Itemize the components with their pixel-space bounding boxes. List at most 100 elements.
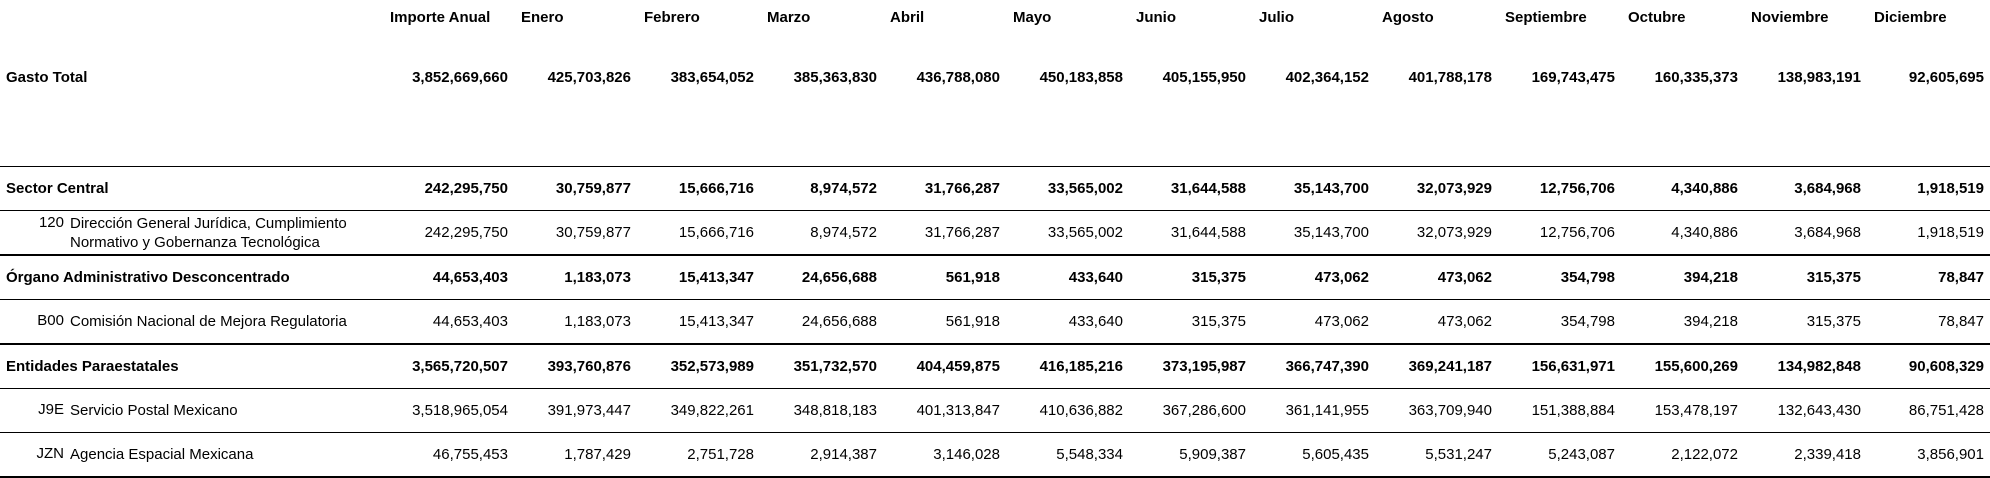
unit-value: 35,143,700	[1254, 210, 1377, 255]
sector-value: 3,565,720,507	[385, 343, 516, 389]
gasto-total-value: 436,788,080	[916, 68, 1000, 86]
column-header: Mayo	[1013, 9, 1052, 26]
sector-value: 155,600,269	[1623, 343, 1746, 389]
sector-value: 32,073,929	[1377, 166, 1500, 211]
unit-value: 44,653,403	[385, 299, 516, 344]
sector-value: 78,847	[1869, 254, 1990, 300]
column-header: Enero	[521, 9, 564, 26]
unit-value: 3,684,968	[1746, 210, 1869, 255]
unit-value: 561,918	[885, 299, 1008, 344]
unit-value: 348,818,183	[762, 388, 885, 433]
unit-label-line2: Normativo y Gobernanza Tecnológica	[70, 233, 320, 251]
column-header: Marzo	[767, 9, 811, 26]
unit-value: 242,295,750	[385, 210, 516, 255]
unit-value: 1,183,073	[516, 299, 639, 344]
sector-value: 354,798	[1500, 254, 1623, 300]
sector-value: 8,974,572	[762, 166, 885, 211]
gasto-total-value: 160,335,373	[1654, 68, 1738, 86]
unit-value: 12,756,706	[1500, 210, 1623, 255]
column-header: Junio	[1136, 9, 1176, 26]
unit-value: 473,062	[1254, 299, 1377, 344]
sector-value: 3,684,968	[1746, 166, 1869, 211]
sector-value: 351,732,570	[762, 343, 885, 389]
unit-value: 361,141,955	[1254, 388, 1377, 433]
gasto-total-value: 3,852,669,660	[412, 68, 508, 86]
sector-row: Órgano Administrativo Desconcentrado 44,6…	[0, 254, 1990, 300]
unit-value: 32,073,929	[1377, 210, 1500, 255]
unit-code: JZN	[36, 445, 65, 462]
column-header: Diciembre	[1874, 9, 1947, 26]
sector-value: 473,062	[1377, 254, 1500, 300]
sector-value: 15,413,347	[639, 254, 762, 300]
unit-value: 33,565,002	[1008, 210, 1131, 255]
unit-value: 24,656,688	[762, 299, 885, 344]
spacer-row	[0, 116, 1990, 167]
gasto-total-value: 425,703,826	[547, 68, 631, 86]
sector-value: 24,656,688	[762, 254, 885, 300]
unit-value: 315,375	[1131, 299, 1254, 344]
gasto-total-value: 401,788,178	[1408, 68, 1492, 86]
sector-value: 156,631,971	[1500, 343, 1623, 389]
unit-code: J9E	[38, 401, 64, 418]
sector-value: 1,183,073	[516, 254, 639, 300]
unit-value: 354,798	[1500, 299, 1623, 344]
unit-value: 367,286,600	[1131, 388, 1254, 433]
sector-value: 4,340,886	[1623, 166, 1746, 211]
sector-value: 44,653,403	[385, 254, 516, 300]
sector-value: 15,666,716	[639, 166, 762, 211]
sector-value: 352,573,989	[639, 343, 762, 389]
unit-description: Dirección General Jurídica, Cumplimiento…	[70, 214, 347, 252]
sector-value: 373,195,987	[1131, 343, 1254, 389]
column-header: Octubre	[1628, 9, 1686, 26]
gasto-total-value: 450,183,858	[1039, 68, 1123, 86]
column-header: Febrero	[644, 9, 700, 26]
unit-value: 1,918,519	[1869, 210, 1990, 255]
unit-row: J9E Servicio Postal Mexicano 3,518,965,054…	[0, 388, 1990, 433]
gasto-total-value: 169,743,475	[1531, 68, 1615, 86]
unit-value: 349,822,261	[639, 388, 762, 433]
sector-row: Entidades Paraestatales 3,565,720,507 393,…	[0, 343, 1990, 389]
unit-value: 315,375	[1746, 299, 1869, 344]
unit-value: 15,666,716	[639, 210, 762, 255]
unit-value: 86,751,428	[1869, 388, 1990, 433]
sector-value: 1,918,519	[1869, 166, 1990, 211]
header-row: Importe Anual Enero Febrero Marzo Abril …	[0, 0, 1990, 38]
gasto-total-value: 138,983,191	[1777, 68, 1861, 86]
sector-value: 315,375	[1131, 254, 1254, 300]
sector-value: 315,375	[1746, 254, 1869, 300]
column-header: Julio	[1259, 9, 1295, 26]
unit-value: 433,640	[1008, 299, 1131, 344]
unit-value: 151,388,884	[1500, 388, 1623, 433]
unit-label-line1: Comisión Nacional de Mejora Regulatoria	[70, 313, 347, 330]
unit-value: 153,478,197	[1623, 388, 1746, 433]
gasto-total-value: 402,364,152	[1285, 68, 1369, 86]
column-header: Septiembre	[1505, 9, 1587, 26]
gasto-total-row: Gasto Total 3,852,669,660 425,703,826 38…	[0, 38, 1990, 116]
unit-value: 410,636,882	[1008, 388, 1131, 433]
unit-cell: J9E Servicio Postal Mexicano	[0, 388, 385, 433]
unit-code: B00	[37, 312, 64, 329]
sector-value: 12,756,706	[1500, 166, 1623, 211]
unit-value: 3,518,965,054	[385, 388, 516, 433]
sector-value: 561,918	[885, 254, 1008, 300]
sector-value: 366,747,390	[1254, 343, 1377, 389]
unit-row: 120 Dirección General Jurídica, Cumplimie…	[0, 210, 1990, 255]
unit-cell: B00 Comisión Nacional de Mejora Regulator…	[0, 299, 385, 344]
unit-label-line1: Dirección General Jurídica, Cumplimiento	[70, 214, 347, 232]
sector-value: 90,608,329	[1869, 343, 1990, 389]
unit-label-line1: Servicio Postal Mexicano	[70, 402, 238, 419]
gasto-total-value: 385,363,830	[793, 68, 877, 86]
unit-value: 473,062	[1377, 299, 1500, 344]
sector-value: 134,982,848	[1746, 343, 1869, 389]
gasto-total-label: Gasto Total	[6, 68, 88, 86]
unit-value: 4,340,886	[1623, 210, 1746, 255]
unit-value: 31,766,287	[885, 210, 1008, 255]
sector-value: 416,185,216	[1008, 343, 1131, 389]
gasto-total-value: 383,654,052	[670, 68, 754, 86]
unit-value: 30,759,877	[516, 210, 639, 255]
unit-value: 132,643,430	[1746, 388, 1869, 433]
sector-value: 473,062	[1254, 254, 1377, 300]
unit-cell: 120 Dirección General Jurídica, Cumplimie…	[0, 210, 385, 255]
sector-value: 433,640	[1008, 254, 1131, 300]
sector-value: 30,759,877	[516, 166, 639, 211]
